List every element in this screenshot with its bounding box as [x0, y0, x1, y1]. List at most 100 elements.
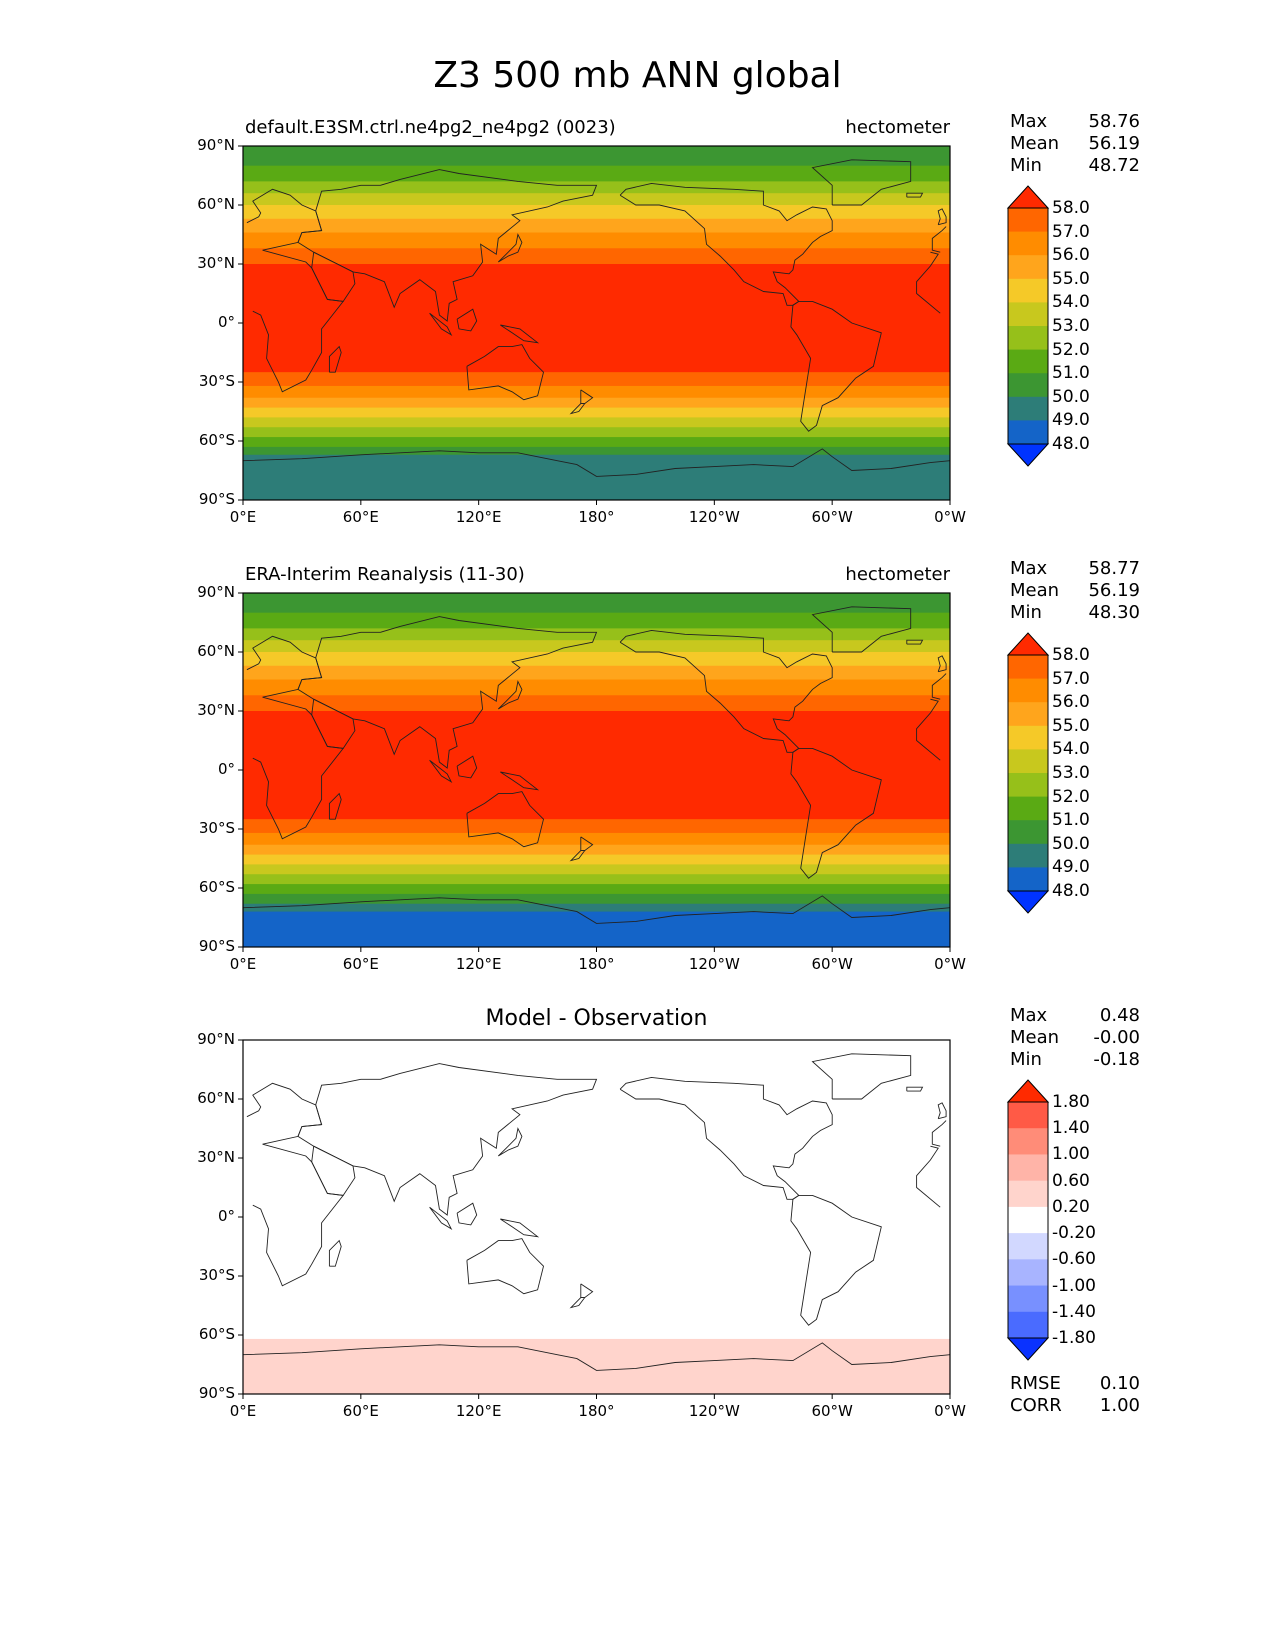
colorbar-label: 51.0 [1052, 810, 1090, 831]
colorbar-swatch [1008, 796, 1048, 821]
coastline-14 [569, 850, 586, 862]
coastline-10 [456, 308, 478, 332]
lat-band-14 [243, 874, 950, 885]
x-tick-label: 120°W [688, 508, 740, 526]
colorbar-extend-top [1006, 185, 1050, 209]
y-tick-label: 60°N [197, 1089, 235, 1107]
x-tick-label: 0°E [229, 955, 257, 973]
colorbar-swatch [1008, 1311, 1048, 1339]
lat-band-10 [243, 385, 950, 399]
colorbar-swatch [1008, 1285, 1048, 1313]
lat-band-8 [243, 711, 950, 820]
coastline-6 [619, 629, 833, 753]
colorbar-outline [1007, 1101, 1049, 1339]
colorbar-extend-bottom [1006, 443, 1050, 467]
panel2-title-right: hectometer [845, 564, 950, 585]
coastline-14 [569, 403, 586, 415]
stat-rmse: RMSE 0.10 [1010, 1373, 1140, 1394]
colorbar-swatch [1008, 373, 1048, 398]
coastline-9 [497, 233, 523, 263]
colorbar-label: -0.20 [1052, 1223, 1096, 1244]
lat-band-13 [243, 864, 950, 875]
colorbar-label: 49.0 [1052, 857, 1090, 878]
colorbar-label: 49.0 [1052, 410, 1090, 431]
coastline-3 [311, 698, 356, 749]
x-tick-label: 0°W [934, 1402, 966, 1420]
y-tick-label: 60°S [198, 431, 235, 449]
colorbar-label: 1.40 [1052, 1118, 1090, 1139]
stat-min: Min -0.18 [1010, 1049, 1140, 1070]
lat-band-0 [243, 1040, 950, 1340]
x-tick-label: 120°W [688, 955, 740, 973]
colorbar-label: 53.0 [1052, 316, 1090, 336]
panel3-colorbar [1006, 1079, 1050, 1361]
colorbar-label: 57.0 [1052, 668, 1090, 689]
y-tick-label: 90°S [198, 937, 235, 955]
coastline-17 [906, 192, 924, 198]
panel2-title-left: ERA-Interim Reanalysis (11-30) [245, 564, 525, 585]
coastline-16 [937, 655, 947, 673]
colorbar-swatch [1008, 1102, 1048, 1129]
x-tick-label: 120°W [688, 1402, 740, 1420]
lat-band-1 [243, 612, 950, 629]
coastline-2 [297, 169, 598, 322]
panel1-title-left: default.E3SM.ctrl.ne4pg2_ne4pg2 (0023) [245, 117, 616, 138]
coastline-11 [429, 759, 453, 783]
stat-mean: Mean 56.19 [1010, 133, 1140, 154]
colorbar-swatch [1008, 820, 1048, 845]
colorbar-swatch [1008, 420, 1048, 445]
coastline-3 [311, 1145, 356, 1196]
colorbar-label: -1.80 [1052, 1328, 1096, 1348]
lat-band-9 [243, 819, 950, 834]
x-tick-label: 120°E [455, 1402, 502, 1420]
x-tick-label: 60°E [342, 955, 379, 973]
x-tick-label: 0°W [934, 508, 966, 526]
colorbar-label: 1.80 [1052, 1092, 1090, 1112]
colorbar-swatch [1008, 1154, 1048, 1182]
y-tick-label: 30°N [197, 254, 235, 272]
lat-band-7 [243, 695, 950, 712]
coastline-6 [619, 182, 833, 306]
x-tick-label: 0°E [229, 1402, 257, 1420]
coastline-7 [790, 300, 882, 432]
panel2-map [238, 592, 951, 952]
coastline-2 [297, 616, 598, 769]
colorbar-label: 58.0 [1052, 645, 1090, 665]
colorbar-swatch [1008, 1206, 1048, 1234]
y-tick-label: 0° [217, 1207, 235, 1225]
colorbar-label: 54.0 [1052, 739, 1090, 760]
lat-band-14 [243, 427, 950, 438]
colorbar-label: 48.0 [1052, 434, 1090, 454]
lat-band-11 [243, 844, 950, 856]
panel3-stats: Max 0.48 Mean -0.00 Min -0.18 [1010, 1005, 1140, 1071]
lat-band-13 [243, 417, 950, 428]
y-tick-label: 30°S [198, 1266, 235, 1284]
colorbar-label: 1.00 [1052, 1144, 1090, 1165]
colorbar-label: 55.0 [1052, 268, 1090, 289]
panel1-stats: Max 58.76 Mean 56.19 Min 48.72 [1010, 111, 1140, 177]
coastline-5 [811, 606, 912, 653]
colorbar-label: 55.0 [1052, 715, 1090, 736]
lat-band-5 [243, 218, 950, 234]
coastline-15 [328, 792, 342, 820]
lat-band-17 [243, 903, 950, 913]
stat-mean: Mean -0.00 [1010, 1027, 1140, 1048]
coastline-7 [790, 747, 882, 879]
lat-band-12 [243, 854, 950, 865]
lat-band-1 [243, 165, 950, 182]
colorbar-outline [1007, 654, 1049, 892]
x-tick-label: 60°W [811, 508, 853, 526]
x-tick-label: 120°E [455, 508, 502, 526]
colorbar-swatch [1008, 655, 1048, 680]
colorbar-swatch [1008, 1259, 1048, 1287]
lat-band-11 [243, 397, 950, 409]
coastline-10 [456, 755, 478, 779]
lat-band-2 [243, 628, 950, 641]
x-tick-label: 60°W [811, 1402, 853, 1420]
coastline-5 [811, 159, 912, 206]
lat-band-16 [243, 893, 950, 905]
coastline-12 [500, 1218, 540, 1238]
colorbar-swatch [1008, 725, 1048, 750]
coastline-14 [569, 1297, 586, 1309]
colorbar-swatch [1008, 1233, 1048, 1260]
